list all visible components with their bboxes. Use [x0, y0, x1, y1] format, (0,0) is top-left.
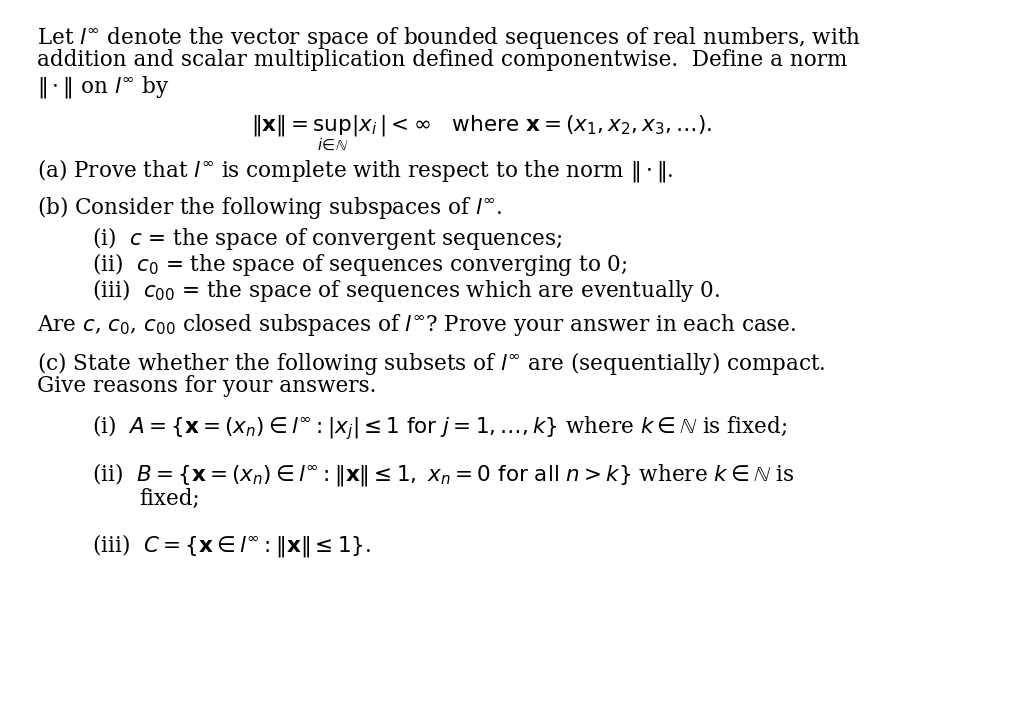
Text: $\|\cdot\|$ on $l^\infty$ by: $\|\cdot\|$ on $l^\infty$ by [37, 74, 169, 100]
Text: $\|\mathbf{x}\| = \sup_{i \in \mathbb{N}} |x_i| < \infty \quad \text{where } \ma: $\|\mathbf{x}\| = \sup_{i \in \mathbb{N}… [251, 113, 713, 153]
Text: (i)  $c$ = the space of convergent sequences;: (i) $c$ = the space of convergent sequen… [91, 225, 562, 252]
Text: fixed;: fixed; [139, 488, 201, 510]
Text: (i)  $A = \{\mathbf{x} = (x_n) \in l^\infty : |x_j| \leq 1 \text{ for } j = 1, \: (i) $A = \{\mathbf{x} = (x_n) \in l^\inf… [91, 414, 786, 443]
Text: (iii)  $c_{00}$ = the space of sequences which are eventually 0.: (iii) $c_{00}$ = the space of sequences … [91, 277, 720, 304]
Text: (b) Consider the following subspaces of $l^\infty$.: (b) Consider the following subspaces of … [37, 194, 502, 221]
Text: addition and scalar multiplication defined componentwise.  Define a norm: addition and scalar multiplication defin… [37, 49, 847, 71]
Text: Give reasons for your answers.: Give reasons for your answers. [37, 375, 376, 397]
Text: (c) State whether the following subsets of $l^\infty$ are (sequentially) compact: (c) State whether the following subsets … [37, 350, 825, 377]
Text: (iii)  $C = \{\mathbf{x} \in l^\infty : \|\mathbf{x}\| \leq 1\}$.: (iii) $C = \{\mathbf{x} \in l^\infty : \… [91, 532, 371, 559]
Text: Are $c$, $c_0$, $c_{00}$ closed subspaces of $l^\infty$? Prove your answer in ea: Are $c$, $c_0$, $c_{00}$ closed subspace… [37, 312, 796, 339]
Text: Let $l^\infty$ denote the vector space of bounded sequences of real numbers, wit: Let $l^\infty$ denote the vector space o… [37, 25, 861, 51]
Text: (ii)  $c_0$ = the space of sequences converging to 0;: (ii) $c_0$ = the space of sequences conv… [91, 251, 627, 278]
Text: (a) Prove that $l^\infty$ is complete with respect to the norm $\|\cdot\|$.: (a) Prove that $l^\infty$ is complete wi… [37, 157, 673, 184]
Text: (ii)  $B = \{\mathbf{x} = (x_n) \in l^\infty : \|\mathbf{x}\| \leq 1,\ x_n = 0 \: (ii) $B = \{\mathbf{x} = (x_n) \in l^\in… [91, 461, 794, 488]
